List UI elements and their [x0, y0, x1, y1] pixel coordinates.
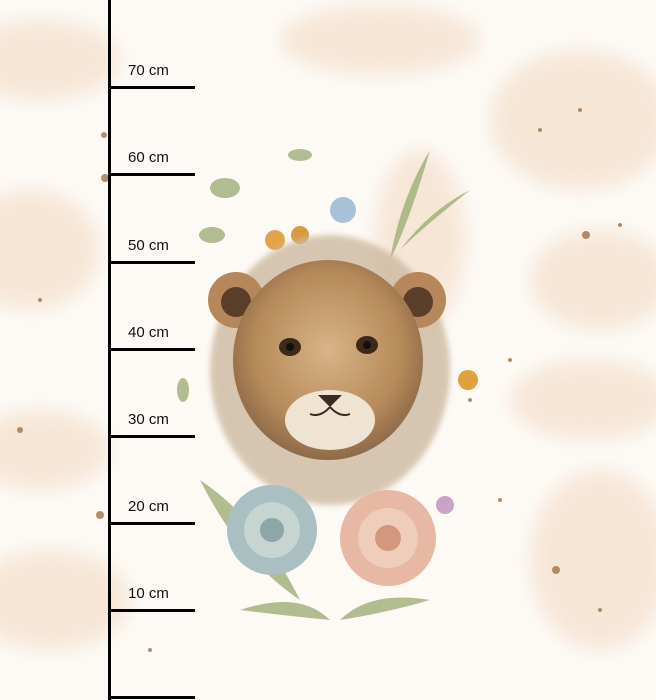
ruler-tick-10 — [108, 609, 195, 612]
ruler-tick-20 — [108, 522, 195, 525]
ruler-label-20: 20 cm — [128, 498, 169, 515]
ruler-tick-0 — [108, 696, 195, 699]
ruler-label-50: 50 cm — [128, 237, 169, 254]
ruler-label-30: 30 cm — [128, 411, 169, 428]
ruler-tick-70 — [108, 86, 195, 89]
watercolor-wash — [0, 5, 656, 650]
ruler-label-40: 40 cm — [128, 324, 169, 341]
ruler-label-10: 10 cm — [128, 585, 169, 602]
ruler-tick-50 — [108, 261, 195, 264]
paint-splatter — [17, 108, 622, 652]
ruler-tick-40 — [108, 348, 195, 351]
ruler-label-70: 70 cm — [128, 62, 169, 79]
small-flowers — [265, 197, 478, 514]
bouquet — [227, 485, 436, 586]
ruler-label-60: 60 cm — [128, 149, 169, 166]
ruler-tick-60 — [108, 173, 195, 176]
ruler-tick-30 — [108, 435, 195, 438]
lion-cub — [208, 235, 450, 505]
